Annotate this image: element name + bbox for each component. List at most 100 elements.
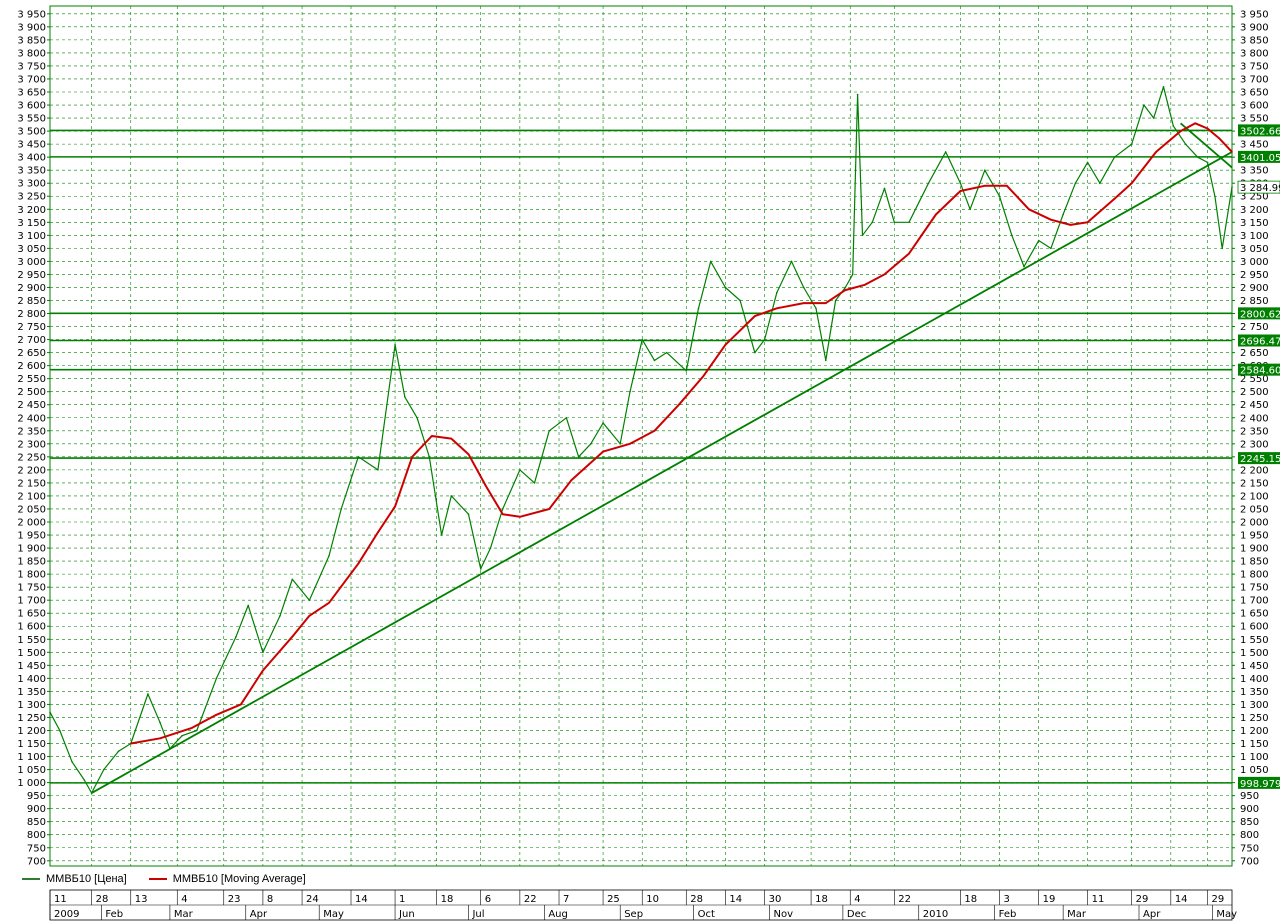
price-point bbox=[1023, 265, 1025, 268]
price-point bbox=[893, 221, 896, 224]
price-point bbox=[235, 635, 237, 638]
x-day-tick-label: 4 bbox=[181, 894, 187, 905]
price-point bbox=[1184, 143, 1187, 145]
price-point bbox=[159, 721, 161, 724]
y-tick-label-right: 2 100 bbox=[1240, 491, 1269, 502]
ma-point bbox=[129, 742, 132, 745]
price-point bbox=[602, 422, 604, 424]
price-point bbox=[247, 604, 250, 607]
legend-swatch-ma bbox=[148, 878, 167, 880]
price-point bbox=[790, 260, 793, 263]
y-tick-label-right: 1 050 bbox=[1240, 765, 1269, 776]
price-point bbox=[479, 568, 482, 570]
y-tick-label-right: 3 200 bbox=[1240, 205, 1269, 216]
trend-line bbox=[91, 151, 1233, 794]
y-tick-label-right: 3 650 bbox=[1240, 88, 1269, 99]
x-day-tick-label: 7 bbox=[563, 894, 569, 905]
y-tick-label-right: 2 950 bbox=[1240, 270, 1269, 281]
y-tick-label-right: 3 100 bbox=[1240, 231, 1269, 242]
x-day-tick-label: 18 bbox=[964, 894, 977, 905]
plot-frame bbox=[49, 5, 1233, 867]
y-tick-label-right: 1 100 bbox=[1240, 752, 1269, 763]
y-tick-label-left: 950 bbox=[27, 791, 46, 802]
y-tick-label-left: 2 900 bbox=[17, 283, 46, 294]
x-month-tick-label: Feb bbox=[999, 909, 1017, 920]
ma-point bbox=[1231, 151, 1233, 153]
y-tick-label-right: 2 500 bbox=[1240, 387, 1269, 398]
price-point bbox=[394, 343, 396, 346]
ma-point bbox=[1179, 130, 1182, 132]
price-point bbox=[71, 760, 73, 763]
y-tick-label-left: 3 150 bbox=[17, 218, 46, 229]
x-month-tick-label: Sep bbox=[624, 909, 643, 920]
price-point bbox=[103, 768, 105, 771]
x-day-tick-label: 18 bbox=[441, 894, 454, 905]
price-point bbox=[685, 370, 688, 372]
x-day-tick-label: 22 bbox=[898, 894, 911, 905]
level-label: 2584.600 bbox=[1240, 366, 1280, 377]
ma-point bbox=[1006, 185, 1008, 187]
ma-point bbox=[883, 273, 886, 276]
y-tick-label-right: 1 700 bbox=[1240, 596, 1269, 607]
y-tick-label-left: 1 100 bbox=[17, 752, 46, 763]
x-month-tick-label: Mar bbox=[1067, 909, 1087, 920]
y-tick-label-left: 2 650 bbox=[17, 348, 46, 359]
price-point bbox=[665, 351, 668, 354]
level-label: 3502.664 bbox=[1240, 126, 1280, 137]
x-day-tick-label: 10 bbox=[646, 894, 659, 905]
y-tick-label-left: 3 600 bbox=[17, 101, 46, 112]
y-tick-label-right: 1 200 bbox=[1240, 726, 1269, 737]
legend-item-ma: ММВБ10 [Moving Average] bbox=[148, 873, 306, 885]
ma-point bbox=[802, 302, 805, 304]
price-point bbox=[763, 338, 766, 341]
price-point bbox=[308, 599, 311, 601]
y-tick-label-right: 900 bbox=[1240, 804, 1259, 815]
price-point bbox=[533, 482, 536, 484]
price-point bbox=[1086, 161, 1089, 164]
trend-line bbox=[1180, 122, 1233, 169]
x-month-tick-label: Mar bbox=[174, 909, 194, 920]
level-label-box bbox=[1238, 150, 1280, 163]
x-month-tick-label: Feb bbox=[105, 909, 123, 920]
price-point bbox=[416, 416, 418, 419]
y-tick-label-left: 2 250 bbox=[17, 452, 46, 463]
x-day-tick-label: 11 bbox=[54, 894, 67, 905]
y-tick-label-right: 1 750 bbox=[1240, 583, 1269, 594]
price-point bbox=[641, 338, 644, 341]
y-tick-label-left: 1 550 bbox=[17, 635, 46, 646]
price-point bbox=[851, 273, 854, 276]
y-tick-label-left: 3 250 bbox=[17, 192, 46, 203]
price-point bbox=[467, 513, 470, 515]
y-tick-label-left: 1 300 bbox=[17, 700, 46, 711]
ma-point bbox=[159, 737, 161, 740]
y-tick-label-right: 3 800 bbox=[1240, 48, 1269, 59]
y-tick-label-left: 3 200 bbox=[17, 205, 46, 216]
y-tick-label-right: 1 500 bbox=[1240, 648, 1269, 659]
ma-point bbox=[308, 615, 311, 617]
price-point bbox=[1113, 156, 1116, 158]
ma-point bbox=[484, 484, 487, 487]
legend-swatch-price bbox=[22, 878, 40, 880]
ma-point bbox=[844, 289, 847, 291]
ma-point bbox=[240, 703, 242, 706]
y-tick-label-left: 850 bbox=[27, 817, 46, 828]
ma-point bbox=[1050, 218, 1052, 221]
price-point bbox=[262, 651, 264, 654]
ma-point bbox=[753, 315, 756, 317]
y-tick-label-left: 3 450 bbox=[17, 140, 46, 151]
ma-point bbox=[724, 343, 727, 346]
y-tick-label-left: 3 950 bbox=[17, 9, 46, 20]
price-point bbox=[117, 750, 120, 753]
ma-point bbox=[824, 302, 827, 304]
price-point bbox=[1162, 85, 1165, 88]
level-label: 3401.055 bbox=[1240, 153, 1280, 164]
y-tick-label-left: 3 750 bbox=[17, 61, 46, 72]
y-tick-label-left: 2 600 bbox=[17, 361, 46, 372]
y-tick-label-left: 2 200 bbox=[17, 465, 46, 476]
ma-point bbox=[548, 508, 551, 510]
y-tick-label-right: 2 300 bbox=[1240, 439, 1269, 450]
y-tick-label-left: 3 100 bbox=[17, 231, 46, 242]
ma-point bbox=[602, 450, 604, 453]
price-point bbox=[944, 151, 947, 153]
